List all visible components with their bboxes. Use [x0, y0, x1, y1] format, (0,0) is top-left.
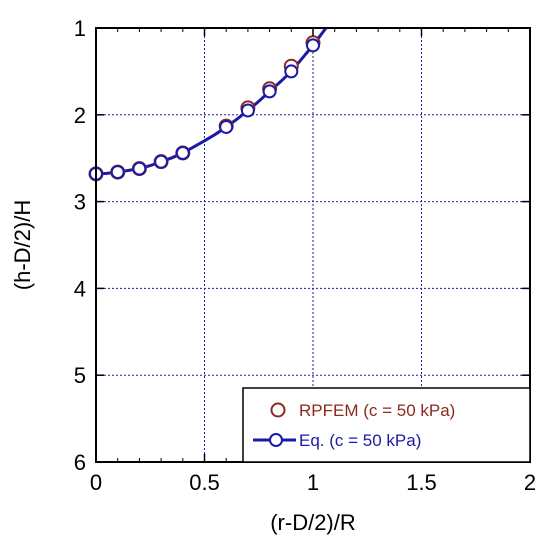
legend-eq-label: Eq. (c = 50 kPa) [299, 431, 421, 450]
y-tick-label: 4 [74, 276, 86, 301]
data-markers [88, 35, 321, 182]
eq-point [175, 145, 190, 160]
eq-point [219, 119, 234, 134]
grid-lines [96, 28, 530, 462]
y-tick-label: 6 [74, 450, 86, 475]
x-tick-label: 2 [524, 470, 536, 495]
legend: RPFEM (c = 50 kPa) Eq. (c = 50 kPa) [242, 387, 531, 463]
eq-point [284, 64, 299, 79]
legend-items: RPFEM (c = 50 kPa) Eq. (c = 50 kPa) [253, 401, 455, 450]
eq-point [262, 84, 277, 99]
legend-rpfem-label: RPFEM (c = 50 kPa) [299, 401, 455, 420]
x-tick-label: 0.5 [189, 470, 220, 495]
equation-curve-group [96, 28, 328, 176]
eq-point [110, 165, 125, 180]
legend-box [242, 387, 531, 463]
x-tick-label: 0 [90, 470, 102, 495]
x-tick-label: 1.5 [406, 470, 437, 495]
eq-point [132, 161, 147, 176]
y-axis-title: (h-D/2)/H [10, 200, 35, 290]
y-tick-label: 3 [74, 190, 86, 215]
equation-curve [96, 28, 328, 176]
eq-point [154, 154, 169, 169]
y-tick-label: 2 [74, 103, 86, 128]
legend-rpfem-marker [270, 402, 286, 418]
eq-point [306, 38, 320, 53]
legend-eq-marker [269, 433, 283, 447]
x-tick-label: 1 [307, 470, 319, 495]
y-tick-label: 1 [74, 16, 86, 41]
x-axis-title: (r-D/2)/R [270, 510, 356, 535]
eq-point [240, 103, 255, 118]
y-tick-label: 5 [74, 363, 86, 388]
